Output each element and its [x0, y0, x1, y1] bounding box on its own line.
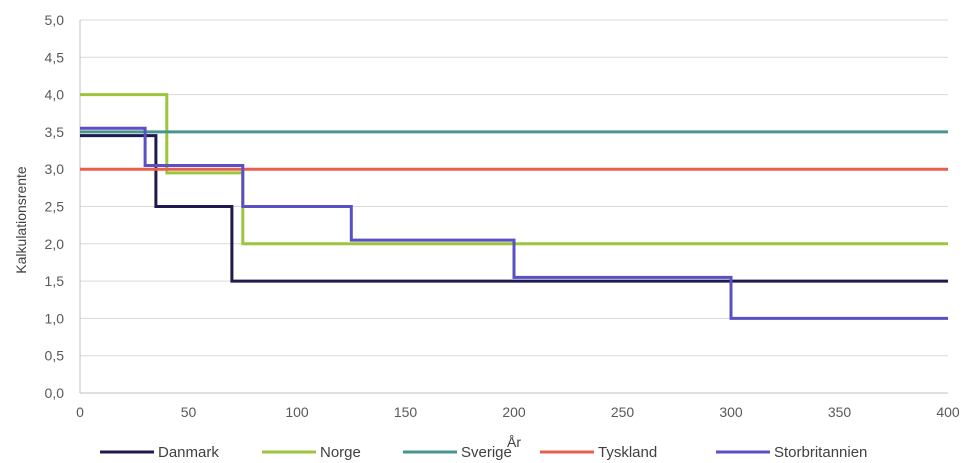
y-tick-label: 4,0 — [45, 87, 65, 103]
gridlines — [80, 19, 948, 357]
legend: Danmark Norge Sverige Tyskland Storbritannie… — [100, 444, 867, 461]
x-axis-title: År — [507, 434, 521, 450]
series-line-norge — [80, 93, 948, 246]
y-tick-label: 3,5 — [45, 124, 65, 140]
y-tick-label: 5,0 — [45, 12, 65, 28]
x-tick-label: 0 — [76, 404, 84, 420]
x-tick-label: 250 — [611, 404, 635, 420]
axes — [79, 20, 948, 394]
legend-label: Tyskland — [598, 444, 657, 461]
y-tick-labels: 0,0 0,5 1,0 1,5 2,0 2,5 3,0 3,5 4,0 4,5 5,0 — [45, 12, 65, 401]
x-tick-label: 400 — [936, 404, 960, 420]
y-tick-label: 1,0 — [45, 310, 65, 326]
y-tick-label: 4,5 — [45, 49, 65, 65]
x-tick-labels: 0 50 100 150 200 250 300 350 400 — [76, 404, 960, 420]
series-lines — [80, 93, 948, 320]
legend-label: Norge — [320, 444, 361, 461]
y-tick-label: 0,5 — [45, 348, 65, 364]
y-tick-label: 3,0 — [45, 161, 65, 177]
series-line-storbritannien — [80, 126, 948, 320]
y-axis-title: Kalkulationsrente — [13, 166, 29, 274]
x-tick-label: 150 — [394, 404, 418, 420]
x-tick-label: 50 — [181, 404, 197, 420]
x-tick-label: 300 — [719, 404, 743, 420]
y-tick-label: 2,5 — [45, 199, 65, 215]
legend-label: Danmark — [158, 444, 219, 461]
legend-label: Storbritannien — [774, 444, 867, 461]
y-tick-label: 1,5 — [45, 273, 65, 289]
x-tick-label: 200 — [502, 404, 526, 420]
series-line-danmark — [80, 134, 948, 283]
x-tick-label: 350 — [828, 404, 852, 420]
legend-label: Sverige — [461, 444, 512, 461]
x-tick-label: 100 — [285, 404, 309, 420]
y-tick-label: 0,0 — [45, 385, 65, 401]
y-tick-label: 2,0 — [45, 236, 65, 252]
